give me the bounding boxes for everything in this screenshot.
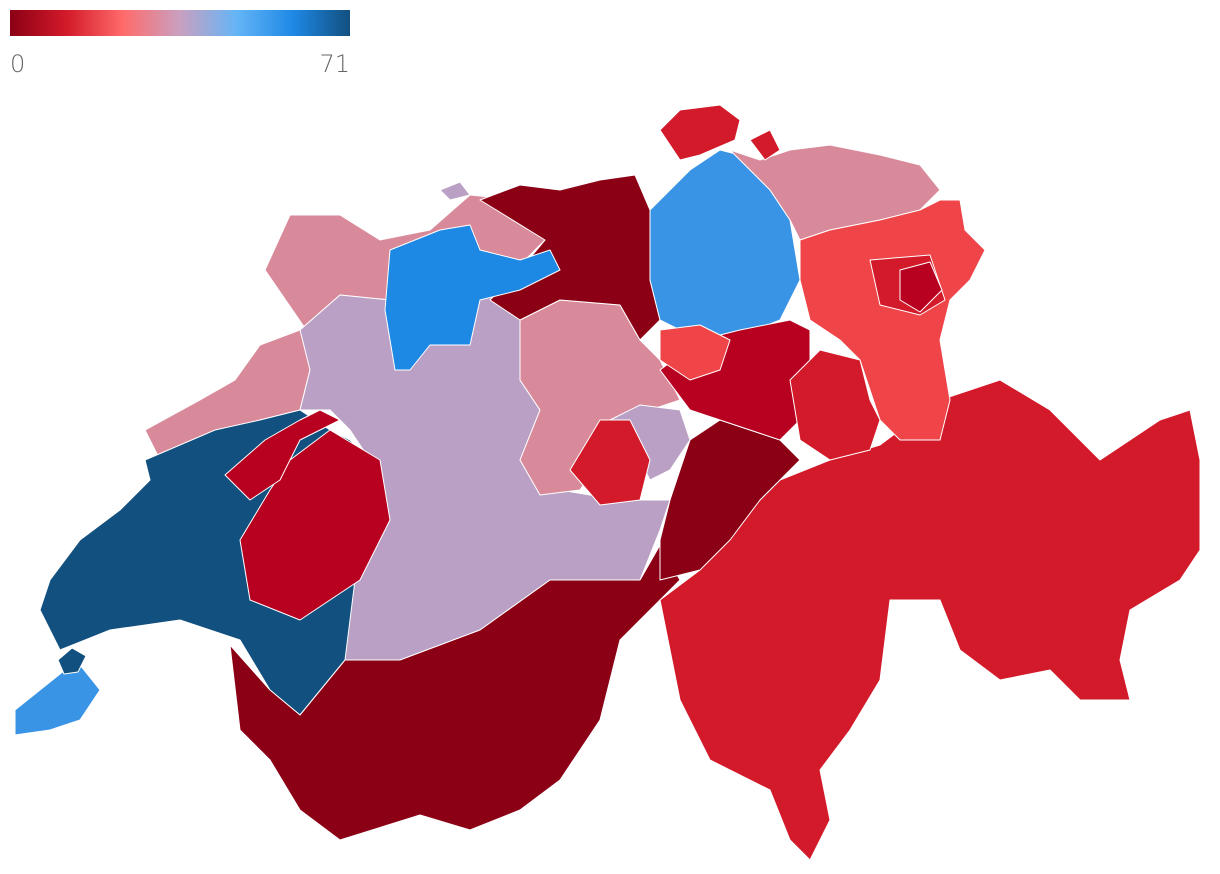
legend-min: 0 [10,50,25,78]
cantons [14,104,1201,861]
region [899,261,943,313]
color-scale [10,10,350,36]
region [439,181,471,201]
region [14,664,101,736]
legend-max: 71 [319,50,350,78]
region [659,104,741,161]
region [384,224,561,371]
region [229,544,681,841]
region [659,419,801,581]
region [224,409,341,501]
region [659,379,1201,861]
legend: 0 71 [10,10,350,78]
region [659,324,731,381]
region [749,129,781,161]
region [729,144,941,241]
region [799,199,986,441]
region [569,419,651,506]
region [57,647,87,675]
region [789,349,881,461]
